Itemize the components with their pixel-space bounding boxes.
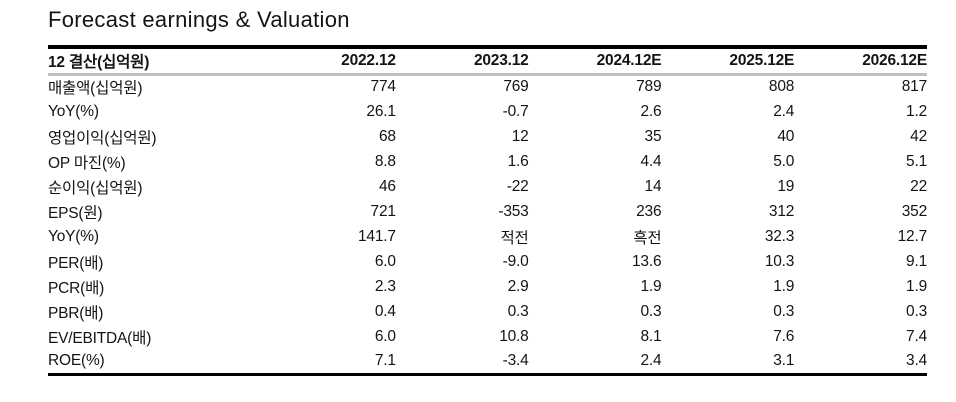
row-label: EV/EBITDA(배) xyxy=(48,329,152,347)
cell-value: 12.7 xyxy=(897,227,927,245)
cell-value: 흑전 xyxy=(633,229,662,247)
cell-value: -0.7 xyxy=(502,102,529,120)
cell-value: 1.2 xyxy=(906,102,927,120)
cell-value: 42 xyxy=(910,127,927,145)
cell-value: -22 xyxy=(506,177,529,195)
cell-value: 0.3 xyxy=(640,302,662,320)
table-row: PBR(배) 0.4 0.3 0.3 0.3 0.3 xyxy=(48,299,927,324)
cell-value: 13.6 xyxy=(632,252,662,270)
cell-value: -9.0 xyxy=(502,252,529,270)
table-row: EV/EBITDA(배) 6.0 10.8 8.1 7.6 7.4 xyxy=(48,324,927,349)
cell-value: 2.3 xyxy=(374,277,396,295)
forecast-valuation-table: 12 결산(십억원) 2022.12 2023.12 2024.12E 2025.12E… xyxy=(48,45,927,376)
cell-value: 0.3 xyxy=(773,302,795,320)
cell-value: 10.3 xyxy=(764,252,795,270)
cell-value: 1.9 xyxy=(773,277,795,295)
cell-value: 0.4 xyxy=(374,302,396,320)
table-row: OP 마진(%) 8.8 1.6 4.4 5.0 5.1 xyxy=(48,149,927,174)
cell-value: 1.9 xyxy=(906,277,927,295)
table-row: 매출액(십억원) 774 769 789 808 817 xyxy=(48,74,927,99)
cell-value: 817 xyxy=(901,78,927,96)
cell-value: 적전 xyxy=(500,229,529,247)
cell-value: 14 xyxy=(644,177,662,195)
header-row-label: 12 결산(십억원) xyxy=(48,47,263,76)
cell-value: 35 xyxy=(644,127,662,145)
cell-value: 721 xyxy=(370,202,396,220)
cell-value: 808 xyxy=(768,78,795,96)
cell-value: 32.3 xyxy=(764,227,795,245)
cell-value: 236 xyxy=(636,202,662,220)
cell-value: 769 xyxy=(503,78,529,96)
cell-value: 3.1 xyxy=(773,351,795,369)
column-header: 2022.12 xyxy=(263,47,396,76)
cell-value: 6.0 xyxy=(374,327,396,345)
table-row: YoY(%) 26.1 -0.7 2.6 2.4 1.2 xyxy=(48,99,927,124)
cell-value: 2.4 xyxy=(640,351,662,369)
row-label: PCR(배) xyxy=(48,279,105,297)
cell-value: 22 xyxy=(910,177,927,195)
cell-value: 8.8 xyxy=(374,152,396,170)
cell-value: 8.1 xyxy=(640,327,662,345)
table-body: 매출액(십억원) 774 769 789 808 817 YoY(%) 26.1 -0.7 2.6… xyxy=(48,74,927,374)
figure-title: Forecast earnings & Valuation xyxy=(48,7,350,32)
cell-value: 0.3 xyxy=(906,302,927,320)
cell-value: 2.6 xyxy=(640,102,662,120)
table-header: 12 결산(십억원) 2022.12 2023.12 2024.12E 2025.12E… xyxy=(48,47,927,76)
row-label: EPS(원) xyxy=(48,204,103,222)
row-label: PBR(배) xyxy=(48,304,104,322)
table-row: YoY(%) 141.7 적전 흑전 32.3 12.7 xyxy=(48,224,927,249)
cell-value: 7.6 xyxy=(773,327,795,345)
cell-value: 3.4 xyxy=(906,351,927,369)
column-header: 2025.12E xyxy=(661,47,795,76)
table-header-row: 12 결산(십억원) 2022.12 2023.12 2024.12E 2025.12E… xyxy=(48,47,927,76)
table-row: 순이익(십억원) 46 -22 14 19 22 xyxy=(48,174,927,199)
cell-value: 10.8 xyxy=(499,327,529,345)
table-row: 영업이익(십억원) 68 12 35 40 42 xyxy=(48,124,927,149)
cell-value: 40 xyxy=(777,127,795,145)
cell-value: 352 xyxy=(901,202,927,220)
table-row: EPS(원) 721 -353 236 312 352 xyxy=(48,199,927,224)
cell-value: 7.1 xyxy=(374,351,396,369)
table-row: PER(배) 6.0 -9.0 13.6 10.3 9.1 xyxy=(48,249,927,274)
column-header: 2024.12E xyxy=(528,47,662,76)
cell-value: 12 xyxy=(511,127,529,145)
row-label: YoY(%) xyxy=(48,102,99,120)
cell-value: 68 xyxy=(378,127,396,145)
cell-value: -3.4 xyxy=(502,351,529,369)
cell-value: 19 xyxy=(777,177,795,195)
cell-value: 774 xyxy=(370,78,396,96)
cell-value: 6.0 xyxy=(374,252,396,270)
cell-value: 1.9 xyxy=(640,277,662,295)
cell-value: 5.1 xyxy=(906,152,927,170)
row-label: 순이익(십억원) xyxy=(48,179,143,197)
row-label: YoY(%) xyxy=(48,227,99,245)
cell-value: 5.0 xyxy=(773,152,795,170)
column-header: 2023.12 xyxy=(395,47,529,76)
row-label: ROE(%) xyxy=(48,351,105,369)
cell-value: 9.1 xyxy=(906,252,927,270)
table-row: PCR(배) 2.3 2.9 1.9 1.9 1.9 xyxy=(48,274,927,299)
cell-value: 26.1 xyxy=(366,102,396,120)
row-label: 영업이익(십억원) xyxy=(48,129,157,147)
cell-value: 0.3 xyxy=(507,302,529,320)
cell-value: 46 xyxy=(378,177,396,195)
cell-value: -353 xyxy=(498,202,529,220)
cell-value: 1.6 xyxy=(507,152,529,170)
row-label: 매출액(십억원) xyxy=(48,80,143,98)
cell-value: 141.7 xyxy=(358,227,396,245)
column-header: 2026.12E xyxy=(794,47,927,76)
cell-value: 789 xyxy=(636,78,662,96)
cell-value: 7.4 xyxy=(906,327,927,345)
table-row: ROE(%) 7.1 -3.4 2.4 3.1 3.4 xyxy=(48,349,927,374)
row-label: PER(배) xyxy=(48,254,104,272)
cell-value: 4.4 xyxy=(640,152,662,170)
row-label: OP 마진(%) xyxy=(48,154,126,172)
cell-value: 312 xyxy=(768,202,795,220)
cell-value: 2.4 xyxy=(773,102,795,120)
cell-value: 2.9 xyxy=(507,277,529,295)
